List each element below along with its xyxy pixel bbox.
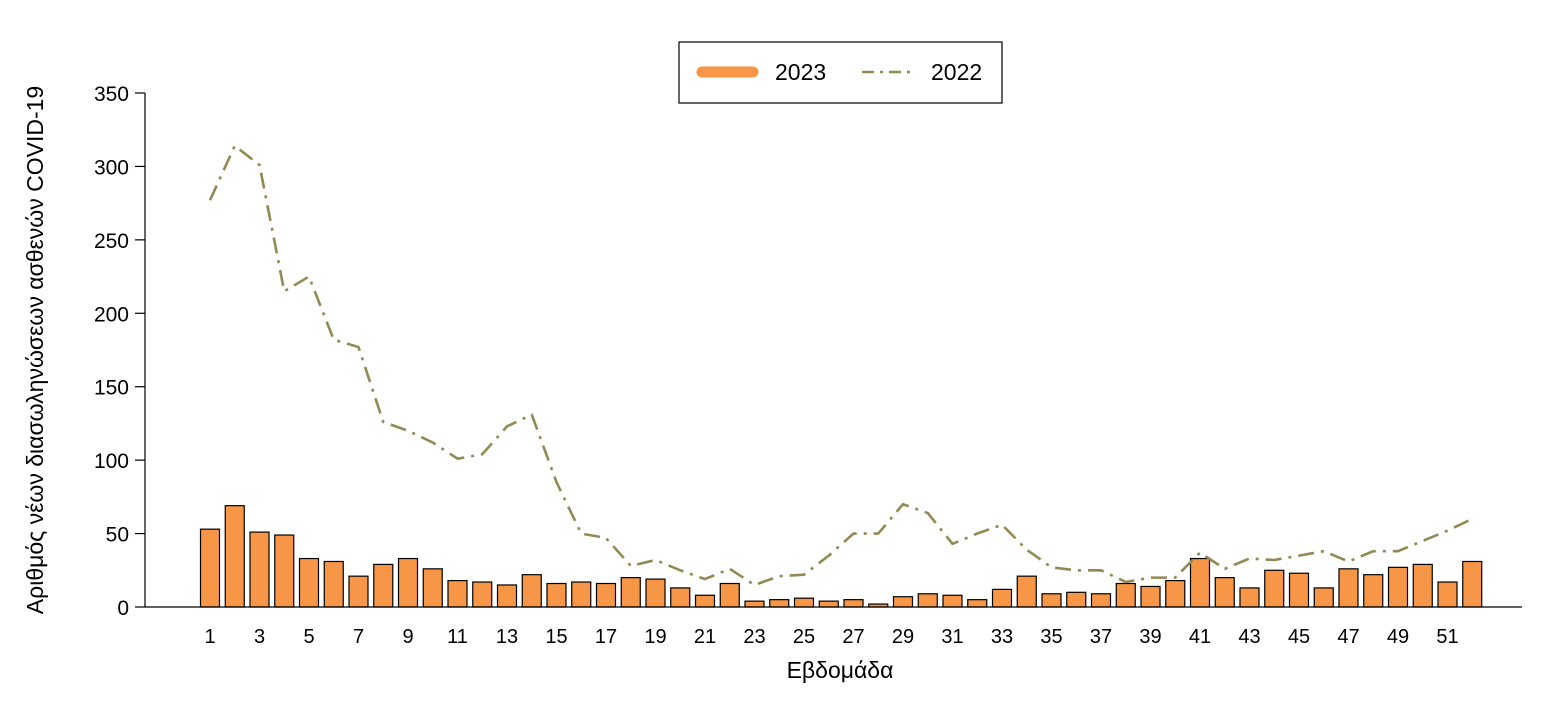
bar-week-43 [1239, 587, 1260, 608]
x-tick-label: 3 [254, 626, 265, 648]
bar-week-27 [843, 599, 864, 608]
bar-week-13 [496, 584, 518, 608]
x-tick-label: 25 [793, 626, 815, 648]
bar-week-10 [422, 568, 443, 608]
bar-week-24 [769, 599, 790, 608]
bar-week-1 [199, 528, 221, 608]
x-tick-label: 23 [743, 626, 765, 648]
bar-week-30 [917, 593, 938, 608]
bar-week-52 [1462, 560, 1483, 608]
bar-week-26 [818, 600, 839, 608]
bar-week-44 [1264, 569, 1285, 608]
bar-week-25 [793, 597, 815, 608]
x-tick-label: 7 [353, 626, 364, 648]
x-tick-label: 17 [595, 626, 617, 648]
legend-label-2022: 2022 [931, 59, 982, 85]
bar-week-2 [224, 505, 245, 608]
bar-week-33 [991, 588, 1013, 608]
y-axis: 0 50 100 150 200 250 300 350 [94, 83, 146, 620]
bar-week-49 [1387, 566, 1409, 608]
x-tick-label: 5 [303, 626, 314, 648]
bar-week-14 [521, 574, 542, 608]
x-tick-label: 9 [402, 626, 413, 648]
x-tick-label: 39 [1139, 626, 1161, 648]
y-tick-label: 150 [94, 377, 129, 400]
y-tick-label: 50 [106, 524, 129, 547]
bar-week-16 [571, 581, 592, 608]
y-tick-label: 300 [94, 156, 129, 179]
y-tick-label: 250 [94, 230, 129, 253]
bar-week-9 [397, 557, 419, 608]
x-tick-label: 11 [447, 626, 468, 648]
line-2022 [208, 144, 1473, 587]
x-tick-label: 29 [892, 626, 914, 648]
bar-week-42 [1214, 577, 1235, 608]
x-tick-label: 41 [1189, 626, 1211, 648]
bar-week-18 [620, 577, 641, 608]
bar-week-12 [472, 581, 493, 608]
x-tick-label: 19 [644, 626, 666, 648]
x-tick-label: 43 [1238, 626, 1260, 648]
bar-week-8 [373, 563, 394, 608]
x-tick-label: 35 [1040, 626, 1062, 648]
x-tick-label: 49 [1387, 626, 1409, 648]
bar-week-50 [1412, 563, 1433, 608]
x-tick-label: 21 [694, 626, 716, 648]
x-tick-label: 33 [991, 626, 1013, 648]
x-tick-label: 51 [1436, 626, 1458, 648]
bar-week-40 [1165, 579, 1186, 608]
bar-week-39 [1140, 585, 1161, 608]
bar-week-32 [967, 599, 988, 608]
x-tick-label: 13 [496, 626, 518, 648]
bar-week-41 [1189, 557, 1211, 608]
y-tick-label: 0 [117, 597, 129, 620]
line-series-2022 [208, 144, 1473, 587]
x-tick-label: 31 [941, 626, 963, 648]
y-tick-label: 350 [94, 83, 129, 106]
bar-week-29 [892, 596, 914, 608]
y-axis-title: Αριθμός νέων διασωληνώσεων ασθενών COVID… [22, 86, 48, 614]
bar-week-47 [1338, 568, 1359, 608]
legend-label-2023: 2023 [775, 59, 826, 85]
bar-week-46 [1313, 587, 1334, 608]
bar-week-31 [942, 594, 963, 608]
x-tick-label: 47 [1337, 626, 1359, 648]
x-axis-title: Εβδομάδα [787, 657, 894, 683]
bar-week-6 [323, 560, 344, 608]
bar-week-5 [298, 557, 320, 608]
bar-series-2023 [199, 505, 1483, 608]
x-axis: 1 3 5 7 9 11 13 15 17 19 21 23 25 27 29 31 33 35 37 39 41 43 4… [145, 606, 1522, 648]
bar-week-22 [719, 582, 740, 608]
bar-week-23 [744, 600, 765, 608]
bar-week-37 [1090, 593, 1112, 608]
bar-week-35 [1041, 593, 1062, 608]
y-tick-label: 100 [94, 450, 129, 473]
bar-week-21 [694, 594, 716, 608]
bar-week-11 [447, 579, 468, 608]
bar-week-38 [1115, 582, 1136, 608]
bar-week-3 [249, 531, 270, 608]
y-tick-label: 200 [94, 303, 129, 326]
bar-week-51 [1437, 581, 1458, 608]
bar-week-19 [645, 578, 666, 608]
bar-week-48 [1363, 574, 1384, 608]
bar-week-20 [670, 587, 691, 608]
legend: 2023 2022 [678, 41, 1003, 104]
bar-week-45 [1288, 572, 1310, 608]
x-tick-label: 15 [545, 626, 567, 648]
x-tick-label: 45 [1288, 626, 1310, 648]
bar-week-7 [348, 575, 369, 608]
bar-week-34 [1016, 575, 1037, 608]
x-tick-label: 37 [1090, 626, 1112, 648]
bar-week-15 [546, 582, 567, 608]
bar-week-4 [274, 534, 295, 608]
x-tick-label: 1 [204, 626, 215, 648]
bar-week-17 [595, 582, 617, 608]
x-tick-label: 27 [842, 626, 864, 648]
bar-week-36 [1066, 591, 1087, 608]
